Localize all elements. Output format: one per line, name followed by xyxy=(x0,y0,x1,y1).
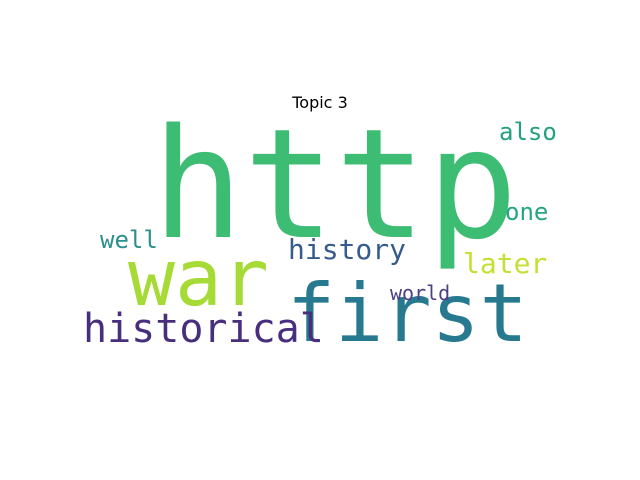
word-history: history xyxy=(288,233,407,266)
figure-title: Topic 3 xyxy=(292,93,348,112)
word-world: world xyxy=(390,281,451,305)
word-one: one xyxy=(505,198,549,226)
word-first: first xyxy=(287,267,528,360)
word-war: war xyxy=(128,234,269,324)
word-cloud: http war first historical history later … xyxy=(80,109,560,360)
word-also: also xyxy=(499,118,557,146)
word-later: later xyxy=(463,247,548,280)
word-well: well xyxy=(100,226,158,254)
word-historical: historical xyxy=(83,306,324,352)
word-http: http xyxy=(152,96,519,273)
